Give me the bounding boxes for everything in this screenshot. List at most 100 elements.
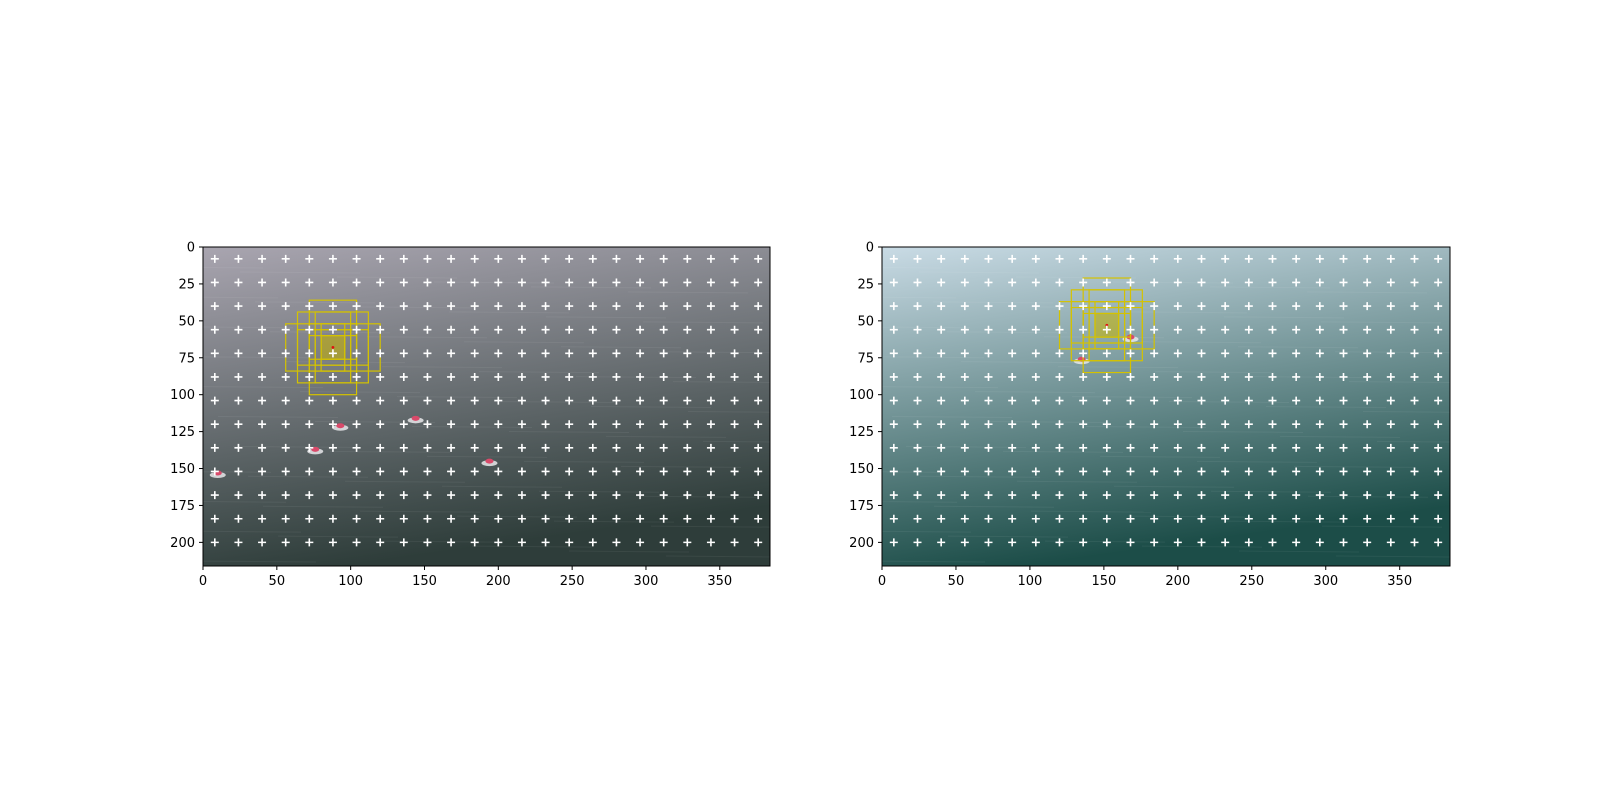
wave-line: [882, 471, 944, 473]
grid-marker: [754, 538, 763, 547]
grid-marker: [1221, 396, 1230, 405]
grid-marker: [960, 467, 969, 476]
grid-marker: [706, 443, 715, 452]
y-tick-label: 125: [849, 425, 874, 440]
grid-marker: [258, 254, 267, 263]
wave-line: [932, 301, 1054, 304]
grid-marker: [1315, 420, 1324, 429]
wave-line: [590, 406, 712, 409]
grid-marker: [1221, 491, 1230, 500]
grid-marker: [1031, 443, 1040, 452]
grid-marker: [1434, 467, 1443, 476]
grid-marker: [612, 302, 621, 311]
grid-marker: [1363, 254, 1372, 263]
grid-marker: [376, 491, 385, 500]
grid-marker: [960, 443, 969, 452]
grid-marker: [636, 491, 645, 500]
wave-line: [882, 530, 972, 533]
wave-line: [946, 331, 1068, 334]
grid-marker: [517, 467, 526, 476]
grid-marker: [636, 538, 645, 547]
grid-marker: [1434, 514, 1443, 523]
grid-marker: [258, 514, 267, 523]
grid-marker: [984, 325, 993, 334]
grid-marker: [1339, 254, 1348, 263]
wave-line: [891, 416, 1013, 418]
grid-marker: [1055, 254, 1064, 263]
grid-marker: [1055, 396, 1064, 405]
grid-marker: [305, 538, 314, 547]
wave-line: [1307, 495, 1429, 498]
wave-line: [1321, 525, 1443, 528]
wave-line: [336, 276, 458, 279]
wave-line: [508, 430, 630, 433]
grid-marker: [210, 325, 219, 334]
grid-marker: [541, 396, 550, 405]
grid-marker: [659, 514, 668, 523]
wave-line: [988, 420, 1110, 423]
wave-line: [411, 425, 533, 428]
grid-marker: [1339, 467, 1348, 476]
grid-marker: [636, 302, 645, 311]
grid-marker: [937, 396, 946, 405]
wave-line: [381, 366, 503, 369]
grid-marker: [588, 372, 597, 381]
wave-line: [1320, 321, 1442, 324]
grid-marker: [1244, 372, 1253, 381]
grid-marker: [1292, 302, 1301, 311]
grid-marker: [1410, 491, 1419, 500]
grid-marker: [754, 514, 763, 523]
grid-marker: [1079, 349, 1088, 358]
x-tick-label: 350: [707, 574, 732, 589]
wave-line: [359, 510, 481, 513]
grid-marker: [984, 302, 993, 311]
grid-marker: [937, 278, 946, 287]
grid-marker: [1031, 278, 1040, 287]
wave-line: [203, 356, 309, 359]
grid-marker: [612, 278, 621, 287]
grid-marker: [1268, 278, 1277, 287]
grid-marker: [517, 372, 526, 381]
wave-line: [687, 411, 770, 413]
wave-line: [882, 501, 958, 503]
grid-marker: [1126, 443, 1135, 452]
grid-marker: [612, 420, 621, 429]
grid-marker: [730, 372, 739, 381]
grid-marker: [305, 372, 314, 381]
grid-marker: [1079, 372, 1088, 381]
grid-marker: [328, 443, 337, 452]
grid-marker: [730, 538, 739, 547]
wave-line: [1057, 366, 1179, 369]
grid-marker: [1410, 325, 1419, 334]
grid-marker: [1008, 514, 1017, 523]
grid-marker: [1079, 467, 1088, 476]
grid-marker: [1386, 396, 1395, 405]
grid-marker: [1150, 254, 1159, 263]
grid-marker: [588, 467, 597, 476]
wave-line: [463, 341, 585, 344]
x-tick-label: 50: [948, 574, 965, 589]
boat: [407, 415, 424, 424]
y-tick-label: 100: [849, 388, 874, 403]
grid-marker: [517, 302, 526, 311]
grid-marker: [1126, 538, 1135, 547]
grid-marker: [541, 538, 550, 547]
grid-marker: [541, 420, 550, 429]
grid-marker: [447, 514, 456, 523]
grid-marker: [913, 420, 922, 429]
grid-marker: [1244, 349, 1253, 358]
wave-line: [203, 501, 287, 503]
grid-marker: [1268, 396, 1277, 405]
x-tick-label: 100: [338, 574, 363, 589]
grid-marker: [1055, 278, 1064, 287]
grid-marker: [234, 349, 243, 358]
grid-marker: [1292, 467, 1301, 476]
wave-line: [1293, 465, 1415, 468]
grid-marker: [447, 325, 456, 334]
grid-marker: [1268, 491, 1277, 500]
grid-marker: [659, 443, 668, 452]
grid-marker: [1244, 278, 1253, 287]
left-axes-frame: [202, 246, 771, 567]
grid-marker: [1055, 325, 1064, 334]
grid-marker: [1102, 491, 1111, 500]
